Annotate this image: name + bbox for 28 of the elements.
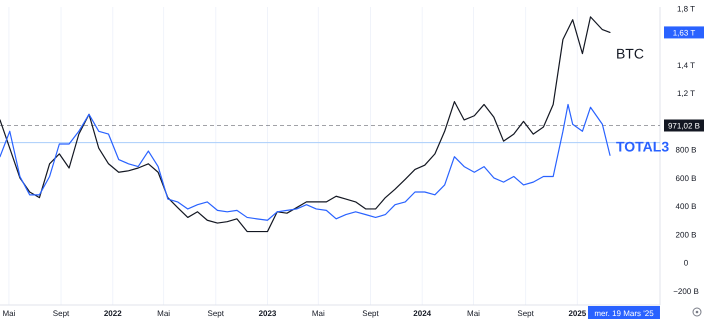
y-tick-label: 400 B <box>676 202 696 212</box>
x-tick-label: Sept <box>517 309 535 318</box>
x-tick-label: Sept <box>52 309 70 318</box>
x-tick-label: Sept <box>362 309 380 318</box>
x-tick-label: 2023 <box>258 309 277 318</box>
y-tick-label: 200 B <box>676 230 696 240</box>
y-tick-label: 800 B <box>676 146 696 155</box>
y-tick-label: −200 B <box>673 286 699 296</box>
text: 1,63 T <box>672 28 696 38</box>
x-tick-label: 2024 <box>413 309 432 318</box>
series-label: BTC <box>616 45 644 62</box>
text: mer. 19 Mars '25 <box>594 309 654 318</box>
y-tick-label: 1,8 T <box>676 4 696 14</box>
y-tick-label: 600 B <box>676 174 696 183</box>
y-tick-label: 1,4 T <box>676 60 696 70</box>
line-series <box>0 104 611 221</box>
series-label: TOTAL3 <box>616 138 670 154</box>
x-tick-label: Mai <box>312 309 326 318</box>
x-tick-label: Mai <box>157 309 170 318</box>
x-tick-label: 2025 <box>568 309 587 318</box>
x-tick-label: Mai <box>2 309 16 318</box>
x-tick-label: 2022 <box>104 309 122 318</box>
line-series <box>0 16 611 232</box>
x-tick-label: Mai <box>467 309 480 318</box>
y-tick-label: 0 <box>684 258 689 268</box>
y-tick-label: 1,2 T <box>676 89 696 98</box>
x-tick-label: Sept <box>208 309 225 318</box>
ref-line-label: 971,02 B <box>668 121 700 130</box>
